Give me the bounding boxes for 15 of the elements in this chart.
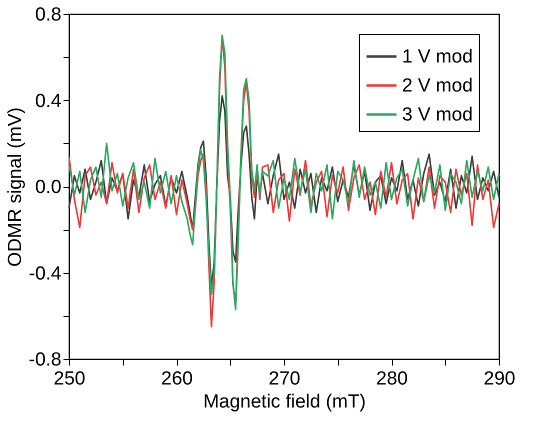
y-tick-label: 0.8 bbox=[35, 4, 62, 26]
legend-label: 1 V mod bbox=[402, 46, 473, 68]
legend-label: 3 V mod bbox=[402, 104, 473, 126]
y-tick-label: -0.4 bbox=[28, 263, 62, 284]
x-tick-label: 280 bbox=[376, 368, 408, 390]
x-axis-title: Magnetic field (mT) bbox=[203, 392, 366, 412]
y-axis-title: ODMR signal (mV) bbox=[4, 107, 26, 267]
x-tick-label: 270 bbox=[268, 368, 300, 390]
y-tick-label: -0.8 bbox=[28, 350, 62, 370]
x-tick-label: 260 bbox=[161, 368, 193, 390]
x-tick-label: 290 bbox=[484, 368, 516, 390]
legend-label: 2 V mod bbox=[402, 76, 473, 96]
y-tick-label: 0.4 bbox=[35, 90, 62, 112]
x-tick-label: 250 bbox=[54, 368, 86, 390]
y-tick-label: 0.0 bbox=[35, 177, 62, 198]
